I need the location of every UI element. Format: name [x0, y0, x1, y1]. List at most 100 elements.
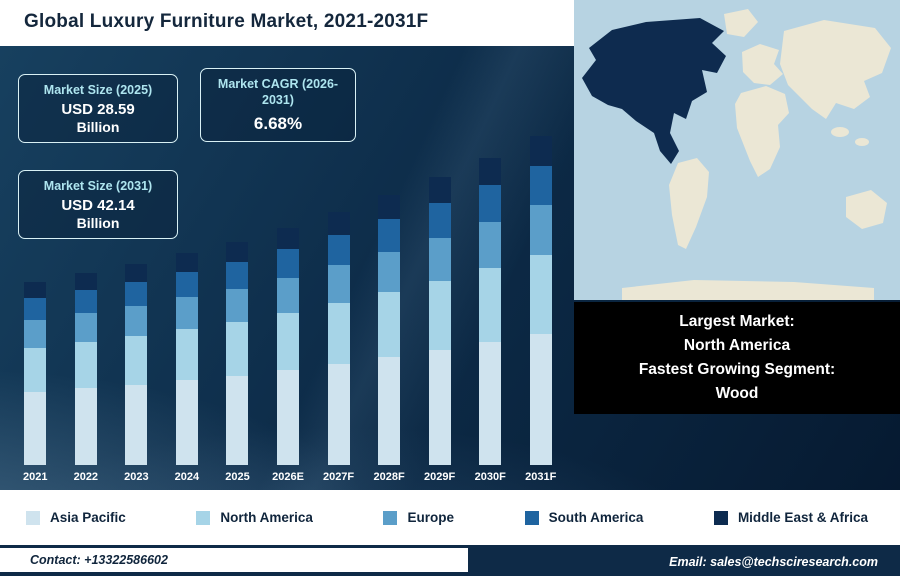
bar-segment-south-america [428, 203, 451, 238]
footer-email: Email: sales@techsciresearch.com [468, 548, 900, 576]
map-islands [831, 127, 849, 137]
bar-segment-middle-east-africa [175, 252, 198, 273]
market-note-box: Largest Market: North America Fastest Gr… [574, 302, 900, 414]
market-cagr-box: Market CAGR (2026-2031) 6.68% [200, 68, 356, 142]
bar-stack [125, 263, 148, 465]
bar-stack [479, 157, 502, 465]
bar-segment-europe [529, 205, 552, 255]
bar-segment-south-america [125, 281, 148, 307]
bar-segment-europe [479, 222, 502, 269]
map-australia [846, 190, 887, 229]
x-axis-label: 2022 [73, 471, 99, 483]
world-map [574, 0, 900, 300]
legend-swatch [524, 510, 539, 525]
legend-item-asia-pacific: Asia Pacific [26, 510, 126, 525]
legend-label: Europe [407, 510, 454, 525]
market-size-2031-box: Market Size (2031) USD 42.14 Billion [18, 170, 178, 240]
x-axis-label: 2021 [23, 471, 48, 483]
legend-label: North America [220, 510, 313, 525]
bar-segment-asia-pacific [327, 363, 350, 465]
legend-label: South America [548, 510, 644, 525]
bar-segment-north-america [74, 342, 97, 389]
bar-stack [175, 252, 198, 465]
note-line-3: Fastest Growing Segment: [638, 361, 836, 378]
legend-label: Asia Pacific [50, 510, 126, 525]
page-title: Global Luxury Furniture Market, 2021-203… [24, 11, 429, 32]
bar-segment-asia-pacific [479, 342, 502, 465]
bar-segment-asia-pacific [226, 375, 249, 465]
bar-segment-north-america [277, 313, 299, 371]
bar-segment-asia-pacific [74, 388, 97, 465]
legend-item-europe: Europe [383, 510, 454, 525]
legend-swatch [383, 510, 398, 525]
bar-segment-middle-east-africa [378, 195, 401, 220]
bar-stack [74, 273, 97, 465]
market-size-2025-value: USD 28.59 [61, 101, 135, 119]
bar-segment-south-america [24, 298, 47, 321]
bar-stack [327, 212, 350, 465]
bar-segment-middle-east-africa [327, 212, 350, 236]
bar-segment-south-america [175, 272, 198, 298]
bar-segment-north-america [479, 268, 502, 343]
legend-item-north-america: North America [196, 510, 313, 525]
bar-segment-north-america [226, 322, 249, 376]
map-islands [855, 138, 869, 146]
bar-segment-asia-pacific [529, 333, 552, 465]
bar-segment-middle-east-africa [479, 157, 502, 186]
x-axis-label: 2029F [424, 471, 456, 483]
bar-segment-north-america [125, 336, 148, 385]
bar-segment-asia-pacific [378, 357, 401, 465]
bar-segment-europe [327, 265, 350, 304]
bar-segment-south-america [529, 165, 552, 206]
legend-item-middle-east-africa: Middle East & Africa [713, 510, 868, 525]
legend-swatch [713, 510, 728, 525]
bar-segment-asia-pacific [24, 391, 47, 465]
bar-segment-asia-pacific [175, 380, 198, 465]
map-asia [780, 20, 891, 119]
legend-swatch [196, 510, 211, 525]
bar-segment-europe [74, 313, 97, 343]
market-size-2025-label: Market Size (2025) [43, 83, 153, 97]
bar-column-2029F: 2029F [414, 60, 465, 484]
market-size-2025-box: Market Size (2025) USD 28.59 Billion [18, 74, 178, 144]
bar-segment-europe [125, 306, 148, 337]
bar-segment-north-america [24, 347, 47, 392]
x-axis-label: 2025 [225, 471, 250, 483]
footer: Contact: +13322586602 Email: sales@techs… [0, 545, 900, 576]
x-axis-label: 2026E [272, 471, 304, 483]
bar-stack [226, 242, 249, 465]
bar-segment-south-america [277, 249, 299, 278]
bar-segment-europe [24, 320, 47, 348]
bar-stack [277, 227, 299, 465]
chart-legend: Asia Pacific North America Europe South Ame… [0, 490, 900, 545]
bar-segment-north-america [327, 303, 350, 364]
bar-column-2027F: 2027F [313, 60, 364, 484]
market-cagr-label: Market CAGR (2026-2031) [217, 77, 339, 108]
legend-label: Middle East & Africa [737, 510, 868, 525]
bar-stack [428, 177, 451, 465]
bar-stack [529, 136, 552, 465]
x-axis-label: 2030F [474, 471, 506, 483]
map-north-america-highlight [582, 18, 726, 164]
bar-stack [378, 195, 401, 465]
market-size-2031-value: USD 42.14 [61, 197, 135, 215]
bar-column-2030F: 2030F [465, 60, 516, 484]
bar-column-2025: 2025 [212, 60, 263, 484]
bar-segment-north-america [529, 254, 552, 334]
bar-segment-middle-east-africa [74, 273, 97, 291]
map-south-america [669, 158, 709, 249]
bar-column-2021: 2021 [10, 60, 61, 484]
x-axis-label: 2024 [174, 471, 200, 483]
bar-segment-middle-east-africa [428, 177, 451, 204]
bar-column-2028F: 2028F [364, 60, 415, 484]
bar-segment-south-america [378, 219, 401, 252]
market-size-2025-unit: Billion [76, 119, 120, 136]
footer-contact: Contact: +13322586602 [0, 548, 468, 576]
note-line-2: North America [683, 336, 791, 354]
bar-segment-middle-east-africa [125, 263, 148, 282]
legend-swatch [26, 510, 40, 525]
market-cagr-value: 6.68% [253, 113, 303, 133]
market-size-2031-label: Market Size (2031) [43, 179, 153, 193]
bar-segment-europe [175, 297, 198, 330]
